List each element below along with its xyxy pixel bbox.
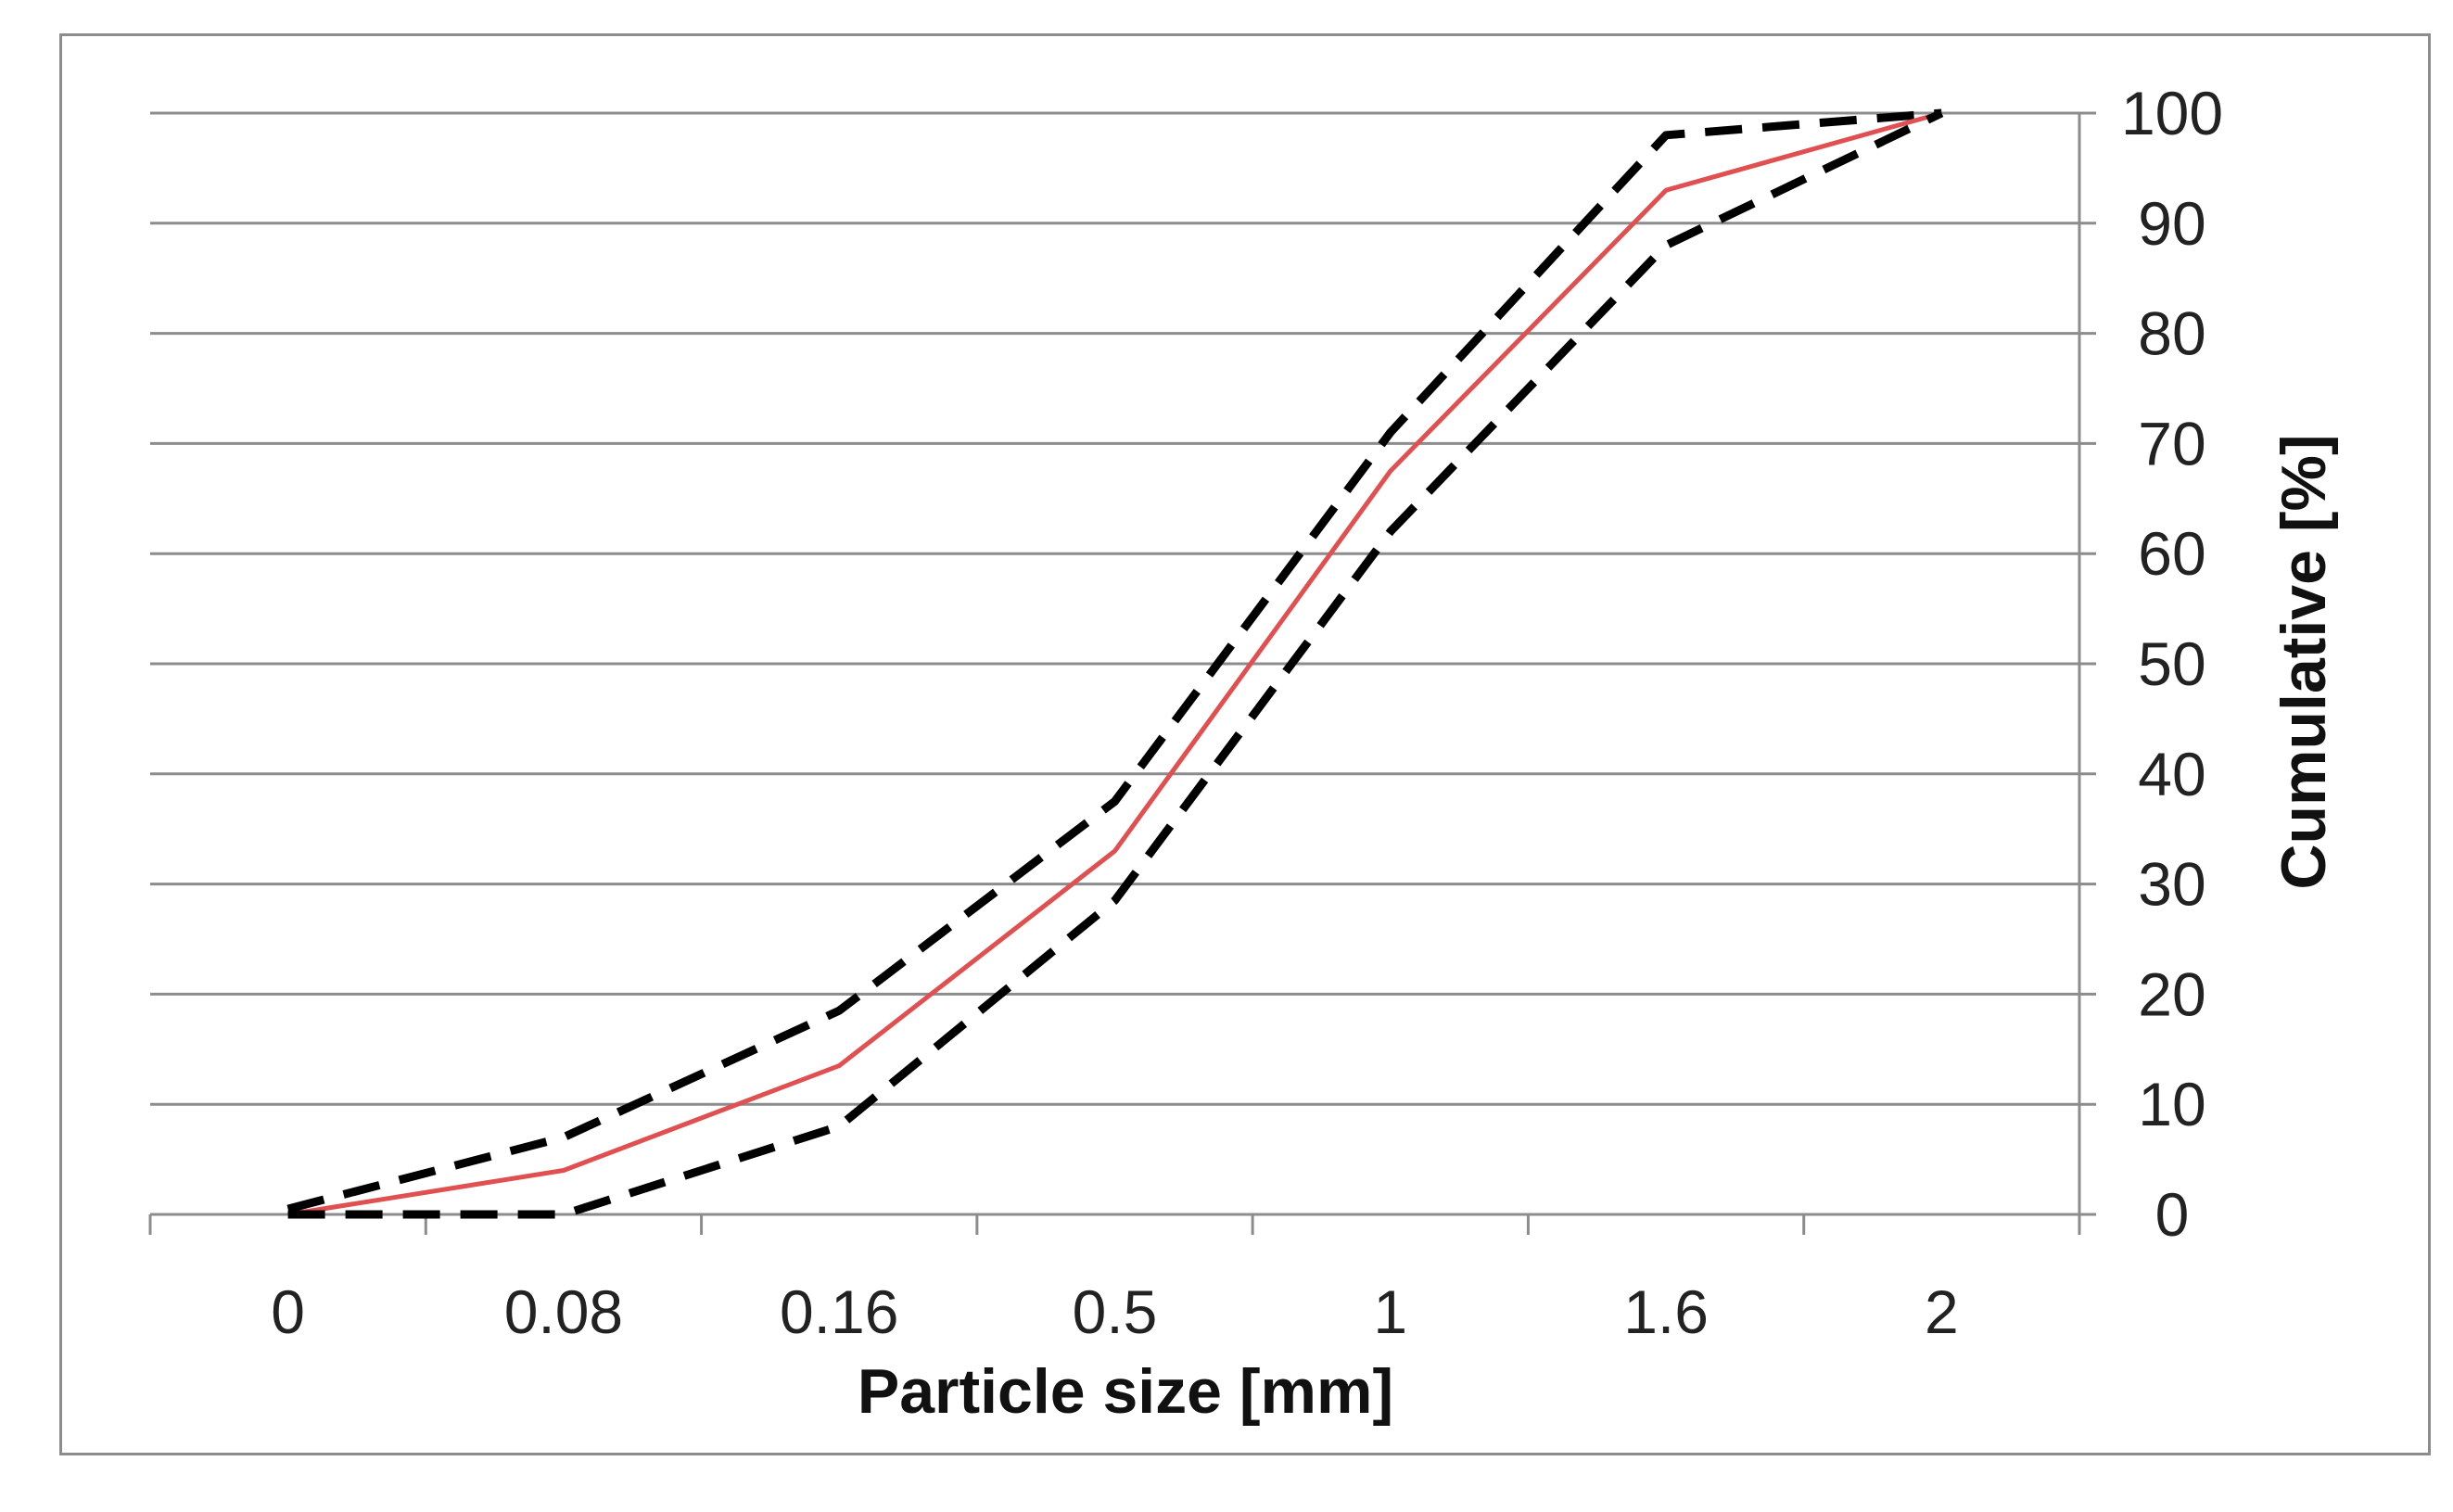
- y-tick-label: 50: [2138, 629, 2205, 698]
- x-tick-label: 1.6: [1623, 1277, 1709, 1346]
- chart-frame: [59, 33, 2431, 1455]
- y-tick-label: 10: [2138, 1070, 2205, 1138]
- tick-labels: 0 10 20 30 40 50 60 70 80 90 100 0 0.08 0.16 0.5 1 1.6 2: [271, 79, 2223, 1346]
- y-tick-label: 40: [2138, 740, 2205, 808]
- y-tick-label: 90: [2138, 189, 2205, 258]
- series-measured: [287, 110, 1943, 1217]
- data-series: [286, 108, 1944, 1219]
- x-tick-label: 2: [1925, 1277, 1959, 1346]
- y-tick-label: 60: [2138, 519, 2205, 588]
- y-tick-label: 0: [2155, 1180, 2190, 1249]
- x-tick-label: 0: [271, 1277, 305, 1346]
- gridlines: [150, 111, 2079, 1106]
- x-tick-label: 0.5: [1073, 1277, 1158, 1346]
- y-tick-label: 30: [2138, 850, 2205, 919]
- y-axis-title: Cumulative [%]: [2269, 434, 2339, 889]
- axes: [148, 111, 2096, 1235]
- x-tick-label: 0.16: [780, 1277, 898, 1346]
- y-tick-label: 80: [2138, 299, 2205, 368]
- series-lower-limit: [287, 108, 1944, 1219]
- x-axis-title: Particle size [mm]: [858, 1356, 1393, 1427]
- y-tick-label: 70: [2138, 409, 2205, 477]
- x-tick-label: 0.08: [504, 1277, 623, 1346]
- series-upper-limit: [286, 108, 1942, 1213]
- x-tick-label: 1: [1373, 1277, 1407, 1346]
- y-tick-label: 100: [2121, 79, 2223, 147]
- y-tick-label: 20: [2138, 959, 2205, 1028]
